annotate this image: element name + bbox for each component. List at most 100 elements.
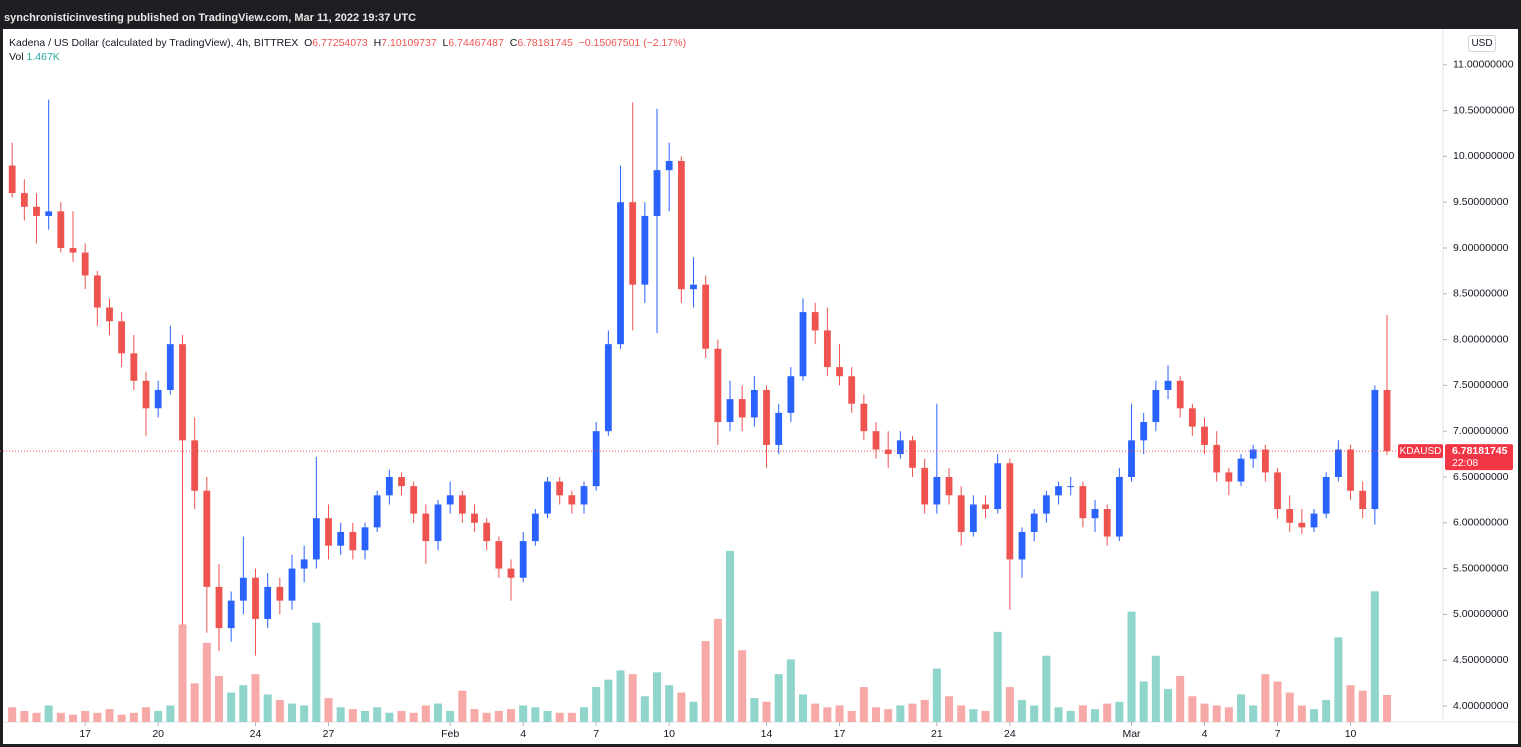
legend: Kadena / US Dollar (calculated by Tradin… [9, 37, 686, 49]
volume-bar [567, 712, 576, 722]
volume-bar [494, 710, 503, 722]
candle-body [653, 170, 661, 216]
candle-body [507, 568, 515, 578]
volume-bar [506, 709, 516, 722]
candle-body [1249, 449, 1257, 459]
x-tick-label: 7 [1275, 728, 1281, 740]
candle-body [969, 504, 977, 532]
x-tick-label: 17 [79, 728, 91, 740]
candle-body [823, 330, 831, 368]
volume-bar [20, 710, 29, 722]
y-tick-label: 7.50000000 [1453, 379, 1509, 391]
volume-bar [543, 710, 552, 722]
candle-body [1140, 422, 1148, 441]
volume-bar [1115, 701, 1124, 722]
volume-bar [1066, 710, 1075, 722]
volume-bar [178, 624, 187, 722]
volume-bar [397, 710, 406, 722]
candle-body [1030, 513, 1038, 532]
candle-body [1006, 463, 1014, 560]
candle-body [203, 490, 211, 587]
volume-bar [214, 675, 224, 722]
x-tick-label: 7 [593, 728, 599, 740]
candle-body [604, 344, 612, 432]
volume-bar [1383, 695, 1392, 722]
x-tick-label: 14 [761, 728, 773, 740]
candle-body [799, 312, 807, 377]
candle-body [239, 577, 247, 601]
candle-body [337, 531, 345, 546]
volume-bar [1224, 707, 1233, 722]
candle-body [775, 412, 783, 445]
volume-bar [616, 670, 625, 722]
volume-bar [1042, 655, 1051, 722]
candle-body [1286, 509, 1294, 523]
volume-bar [1054, 707, 1063, 722]
candle-body [215, 586, 223, 629]
y-tick-label: 8.00000000 [1453, 333, 1509, 345]
candle-body [361, 527, 369, 551]
candle-body [191, 440, 199, 491]
currency-button[interactable]: USD [1468, 35, 1496, 52]
y-tick-label: 10.50000000 [1453, 104, 1514, 116]
volume-bar [373, 707, 382, 722]
x-tick-label: 24 [1004, 728, 1016, 740]
volume-bar [969, 709, 978, 722]
volume-bar [872, 707, 881, 722]
volume-bar [202, 642, 211, 722]
x-tick-label: 17 [834, 728, 846, 740]
candle-body [458, 495, 466, 514]
candle-body [166, 344, 174, 390]
candle-body [909, 440, 916, 468]
candle-body [1274, 472, 1281, 510]
volume-bar [726, 550, 735, 722]
candle-body [179, 344, 186, 441]
volume-bar [847, 710, 856, 722]
volume-bar [81, 710, 90, 722]
volume-bar [1078, 705, 1087, 722]
symbol-tag-label: KDAUSD [1400, 446, 1442, 457]
volume-bar [811, 703, 820, 722]
volume-bar [604, 679, 613, 722]
volume-bar [1127, 611, 1136, 722]
y-tick-label: 11.00000000 [1453, 59, 1514, 71]
candle-body [398, 476, 405, 487]
candle-body [106, 307, 113, 322]
volume-bar [1273, 681, 1282, 722]
y-tick-label: 9.00000000 [1453, 242, 1509, 254]
volume-bar [713, 618, 722, 722]
volume-bar [251, 674, 260, 722]
candle-body [677, 160, 685, 290]
ohlc-value: 6.77254073 [312, 37, 368, 49]
candle-body [142, 380, 150, 409]
candle-body [580, 486, 588, 505]
candle-body [787, 376, 795, 413]
candle-body [945, 476, 953, 496]
candle-body [1371, 389, 1379, 510]
volume-bar [555, 712, 564, 722]
ohlc-value: 6.78181745 [517, 37, 573, 49]
volume-bar [945, 696, 954, 722]
candle-body [568, 495, 576, 505]
candle-body [641, 215, 649, 285]
candle-body [118, 321, 126, 354]
volume-bar [8, 707, 17, 722]
volume-bar [1358, 690, 1367, 722]
volume-bar [409, 712, 418, 722]
candle-body [726, 399, 734, 423]
candle-body [872, 431, 880, 450]
candle-body [93, 275, 101, 308]
candle-body [629, 202, 637, 285]
candle-body [8, 165, 16, 194]
candle-body [531, 513, 539, 542]
candle-body [446, 495, 454, 505]
candle-layer [8, 99, 1391, 656]
candle-body [921, 467, 929, 505]
volume-layer [8, 550, 1392, 722]
candle-body [69, 247, 77, 253]
volume-bar [592, 687, 601, 722]
candle-body [1128, 440, 1135, 477]
volume-bar [1018, 699, 1027, 722]
